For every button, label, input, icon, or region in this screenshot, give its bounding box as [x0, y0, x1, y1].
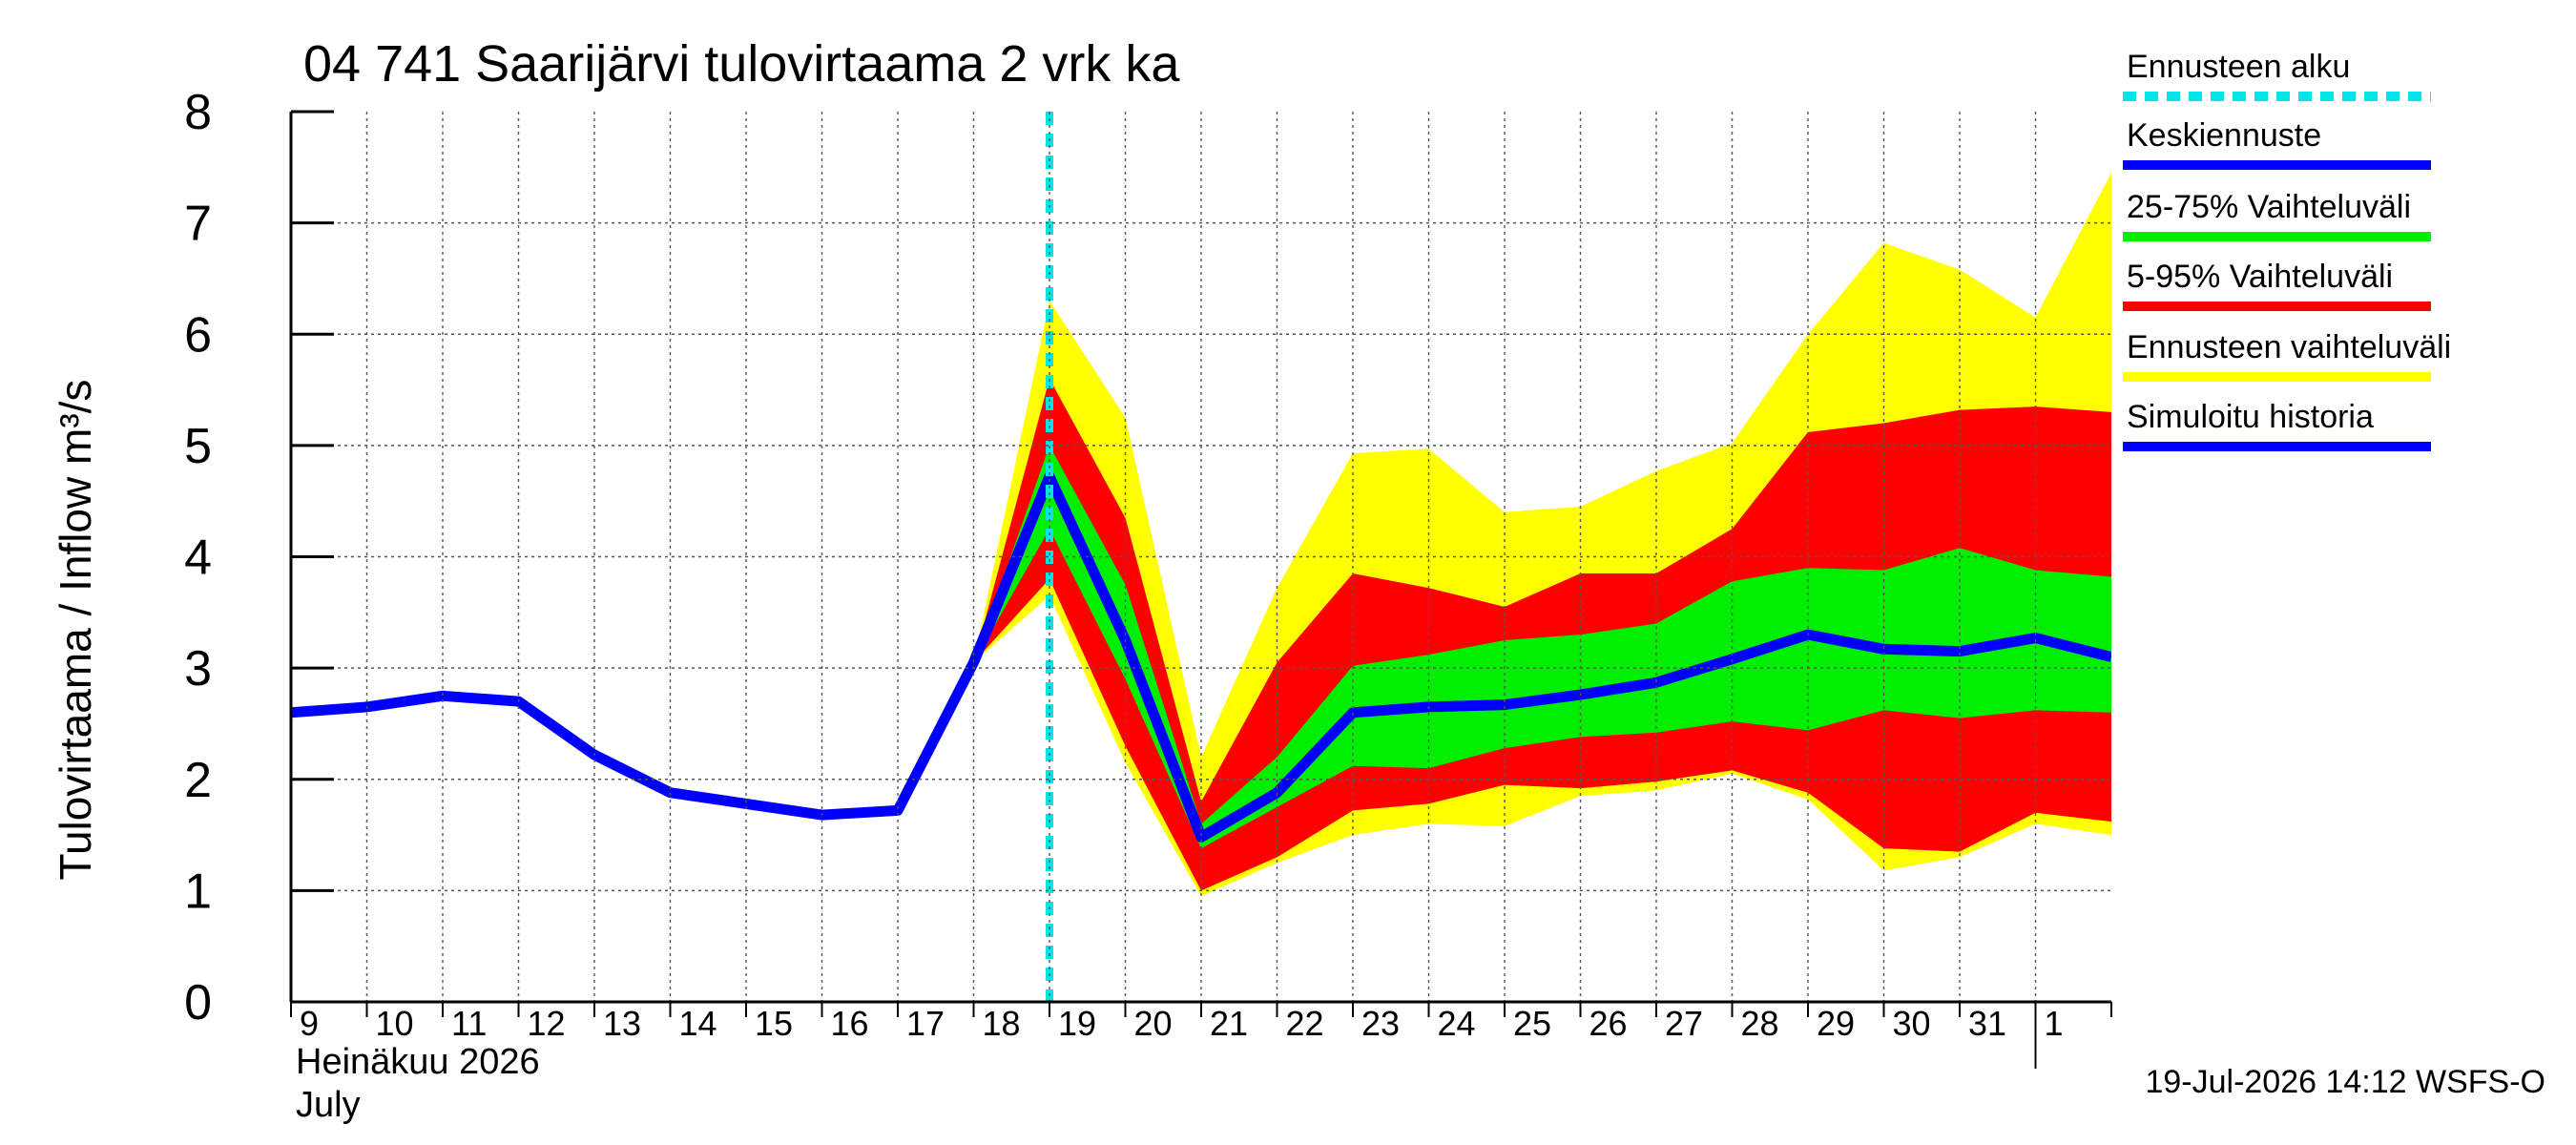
y-tick-label: 7 — [184, 197, 212, 252]
x-tick-label: 25 — [1513, 1004, 1551, 1043]
y-tick-label: 0 — [184, 975, 212, 1030]
x-tick-label: 30 — [1893, 1004, 1931, 1043]
x-tick-label: 21 — [1210, 1004, 1248, 1043]
x-tick-label: 20 — [1134, 1004, 1173, 1043]
y-tick-label: 6 — [184, 307, 212, 363]
y-tick-label: 1 — [184, 864, 212, 919]
x-tick-label: 19 — [1058, 1004, 1096, 1043]
x-tick-label: 24 — [1438, 1004, 1476, 1043]
x-axis-month-en: July — [296, 1085, 361, 1125]
x-tick-label: 28 — [1741, 1004, 1779, 1043]
y-axis-label: Tulovirtaama / Inflow m³/s — [51, 380, 100, 881]
grid — [291, 112, 2111, 1002]
x-tick-label: 14 — [679, 1004, 717, 1043]
x-tick-label: 29 — [1817, 1004, 1855, 1043]
x-tick-label: 22 — [1286, 1004, 1324, 1043]
legend: Ennusteen alku Keskiennuste 25-75% Vaihtel… — [2123, 49, 2451, 451]
band-5-95 — [973, 378, 2111, 891]
y-tick-label: 3 — [184, 641, 212, 697]
y-tick-label: 4 — [184, 531, 212, 586]
legend-label: Keskiennuste — [2127, 117, 2321, 154]
plot-area — [291, 112, 2111, 1002]
x-tick-label: 10 — [376, 1004, 414, 1043]
x-tick-label: 11 — [451, 1004, 487, 1043]
y-tick-label: 2 — [184, 753, 212, 808]
x-tick-label: 18 — [983, 1004, 1021, 1043]
legend-label: Simuloitu historia — [2127, 399, 2374, 435]
x-tick-label: 17 — [906, 1004, 945, 1043]
legend-label: 5-95% Vaihteluväli — [2127, 259, 2393, 295]
y-tick-label: 8 — [184, 85, 212, 140]
x-tick-label: 9 — [300, 1004, 319, 1043]
chart-title: 04 741 Saarijärvi tulovirtaama 2 vrk ka — [303, 35, 1180, 93]
legend-label: Ennusteen vaihteluväli — [2127, 329, 2451, 365]
x-tick-label: 15 — [755, 1004, 793, 1043]
legend-label: 25-75% Vaihteluväli — [2127, 189, 2411, 225]
x-tick-label: 12 — [528, 1004, 566, 1043]
history-line — [291, 474, 1055, 821]
x-tick-label: 1 — [2045, 1004, 2064, 1043]
forecast-bands — [973, 173, 2111, 897]
footer-timestamp: 19-Jul-2026 14:12 WSFS-O — [2145, 1064, 2545, 1100]
x-tick-label: 27 — [1665, 1004, 1703, 1043]
x-tick-label: 16 — [831, 1004, 869, 1043]
forecast-mean-line — [968, 471, 2111, 843]
x-tick-label: 26 — [1589, 1004, 1628, 1043]
x-tick-label: 23 — [1361, 1004, 1400, 1043]
x-axis-month-fi: Heinäkuu 2026 — [296, 1042, 540, 1082]
y-tick-label: 5 — [184, 419, 212, 474]
band-25-75 — [973, 445, 2111, 849]
x-tick-label: 31 — [1968, 1004, 2006, 1043]
legend-label: Ennusteen alku — [2127, 49, 2350, 85]
x-tick-label: 13 — [603, 1004, 641, 1043]
